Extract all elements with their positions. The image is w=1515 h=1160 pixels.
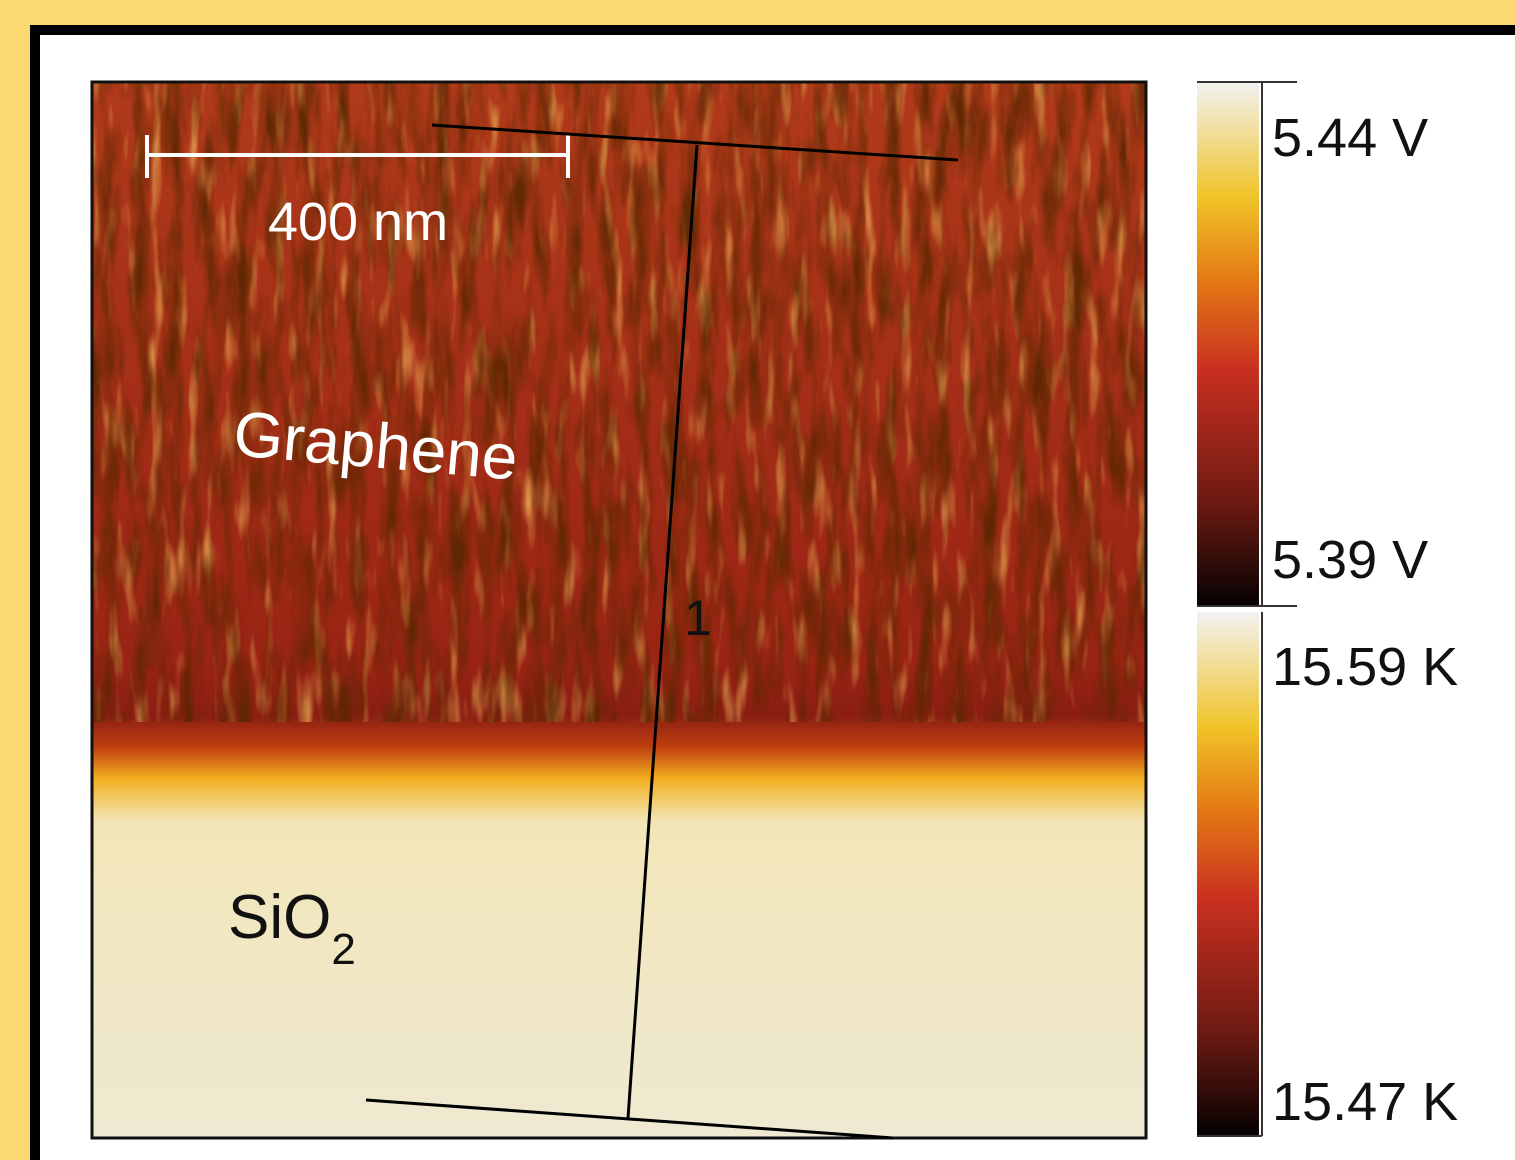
line-label: 1 <box>684 590 712 646</box>
colorbar-max-label: 15.59 K <box>1272 637 1458 697</box>
colorbar-temperature <box>1197 612 1262 1136</box>
scale-bar-label: 400 nm <box>268 192 448 252</box>
page: 400 nm Graphene SiO2 1 5.44 V 5.39 V 15.… <box>0 0 1515 1160</box>
colorbar-min-label: 15.47 K <box>1272 1072 1458 1132</box>
microscopy-image <box>92 82 1146 1138</box>
colorbar-min-label: 5.39 V <box>1272 530 1428 590</box>
substrate-text: SiO <box>228 883 331 952</box>
figure: 400 nm Graphene SiO2 1 5.44 V 5.39 V 15.… <box>0 0 1515 1160</box>
colorbar-max-label: 5.44 V <box>1272 108 1428 168</box>
substrate-subscript: 2 <box>331 925 355 974</box>
